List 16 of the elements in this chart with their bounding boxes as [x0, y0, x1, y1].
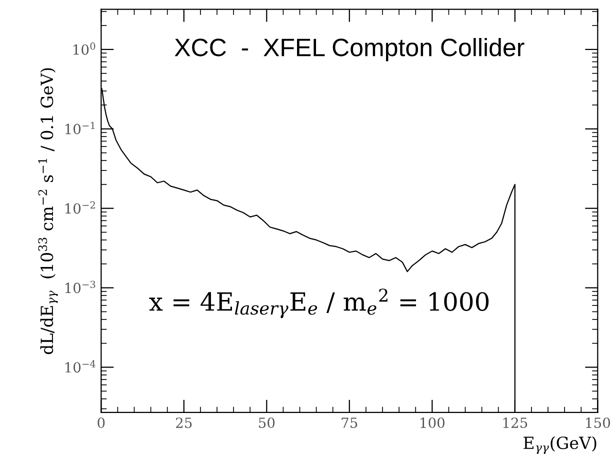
- x-tick-label: 125: [503, 418, 528, 428]
- x-tick-label: 100: [420, 418, 444, 428]
- x-tick-label: 25: [176, 418, 192, 428]
- x-tick-label: 75: [342, 418, 358, 428]
- y-tick-label: 10$^{−1}$: [65, 122, 95, 134]
- annotation: x = 4E$_{laserγ}$E$_{e}$ / m$_{e}$$^{2}$ = 1000: [149, 288, 489, 318]
- y-tick-label: 10$^{−4}$: [65, 360, 96, 373]
- y-tick-label: 10$^{0}$: [74, 42, 96, 55]
- x-tick-label: 150: [586, 418, 610, 428]
- text: XCC - XFEL Compton Collider: [174, 38, 524, 62]
- y-tick-label: 10$^{−2}$: [65, 201, 95, 214]
- text: dL/dE$_{γγ}$ (10$^{33}$ cm$^{−2}$ s$^{−1}$ / 0.1 GeV): [38, 68, 58, 354]
- x-axis-title: E$_{γγ}$(GeV): [524, 436, 596, 454]
- y-tick-label: 10$^{−3}$: [65, 280, 96, 294]
- x-tick-label: 50: [259, 418, 275, 428]
- x-tick-label: 0: [98, 418, 105, 428]
